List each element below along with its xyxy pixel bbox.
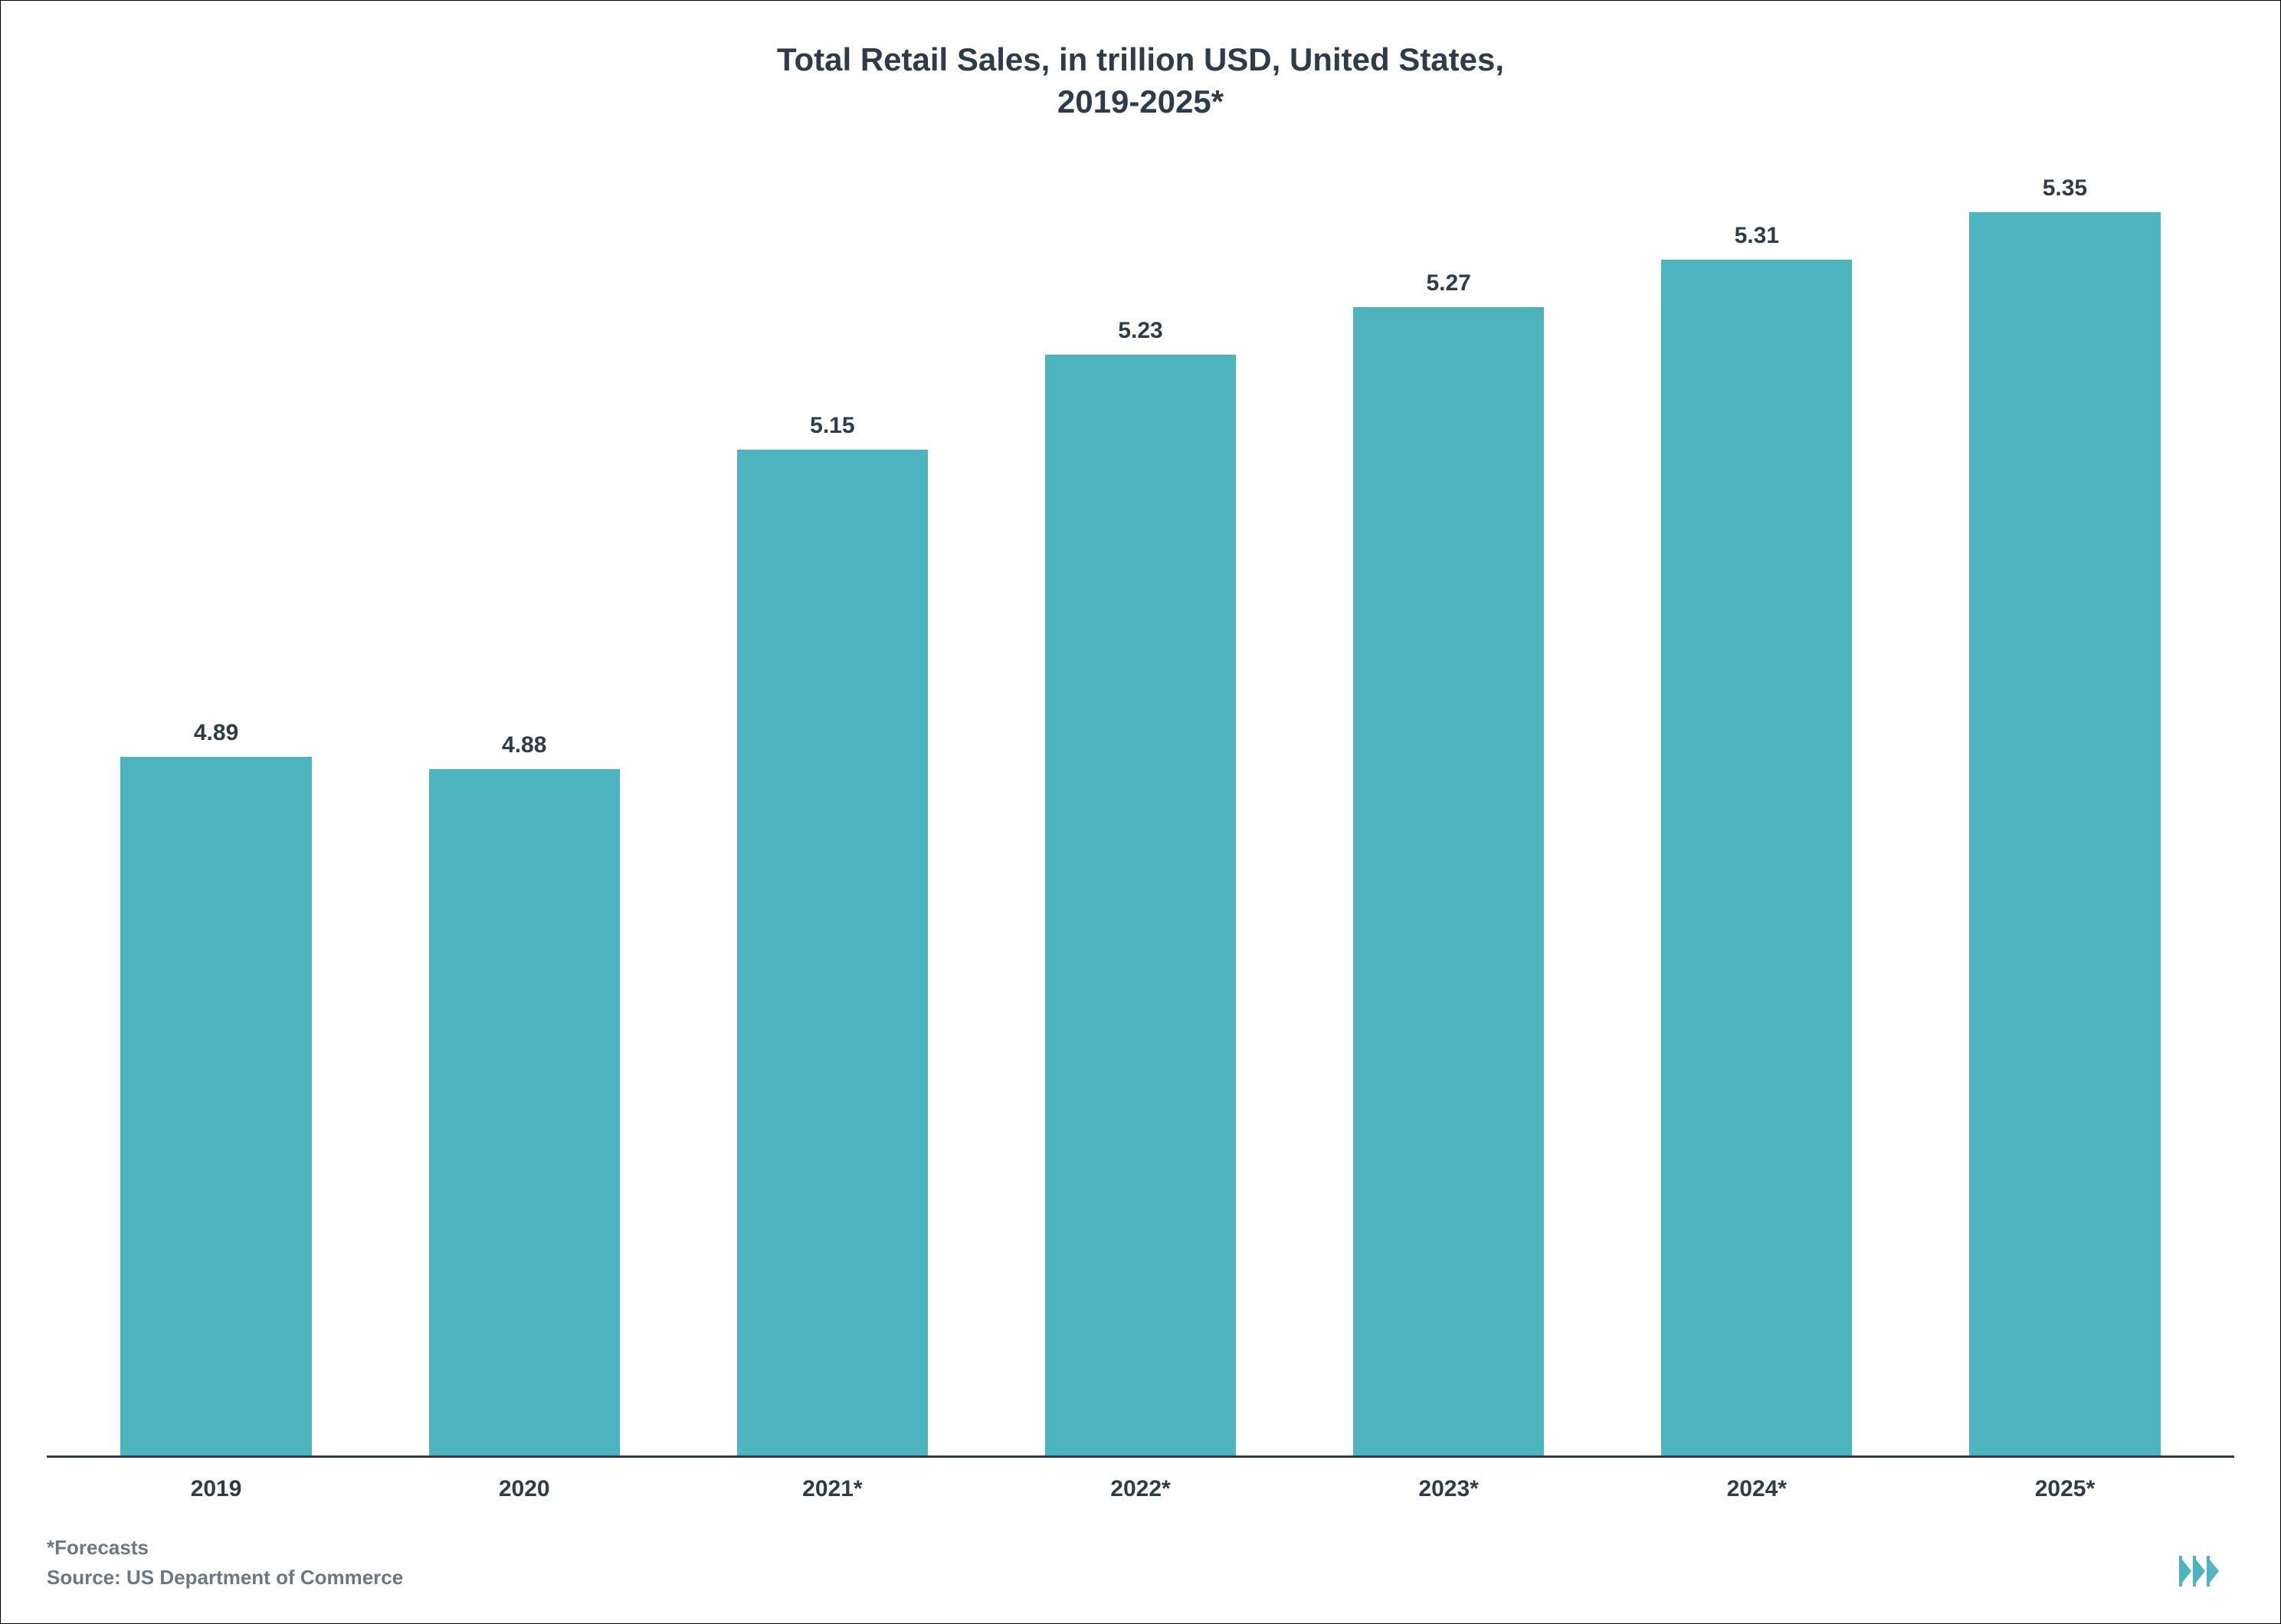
bar-value-label: 4.89 bbox=[194, 720, 238, 746]
bar bbox=[737, 450, 928, 1455]
footer-forecast-note: *Forecasts bbox=[47, 1533, 2234, 1563]
bar bbox=[120, 757, 311, 1455]
bar bbox=[1045, 355, 1236, 1455]
bar bbox=[1353, 307, 1544, 1455]
footer-source: Source: US Department of Commerce bbox=[47, 1563, 2234, 1593]
plot-area: 4.89 4.88 5.15 5.23 5.27 5.31 5.35 bbox=[47, 153, 2234, 1458]
chart-footer: *Forecasts Source: US Department of Comm… bbox=[47, 1533, 2234, 1593]
x-axis: 201920202021*2022*2023*2024*2025* bbox=[47, 1476, 2234, 1502]
x-axis-label: 2022* bbox=[986, 1476, 1294, 1502]
bar-wrap: 5.23 bbox=[986, 153, 1294, 1455]
bar-value-label: 5.27 bbox=[1426, 270, 1470, 296]
chart-container: Total Retail Sales, in trillion USD, Uni… bbox=[0, 0, 2281, 1624]
bar-wrap: 4.88 bbox=[370, 153, 678, 1455]
bar-wrap: 5.31 bbox=[1603, 153, 1911, 1455]
x-axis-label: 2024* bbox=[1603, 1476, 1911, 1502]
bar-value-label: 5.23 bbox=[1118, 318, 1162, 344]
bar-wrap: 4.89 bbox=[62, 153, 370, 1455]
bar-wrap: 5.15 bbox=[678, 153, 986, 1455]
bar bbox=[1661, 260, 1852, 1455]
x-axis-label: 2020 bbox=[370, 1476, 678, 1502]
brand-logo-icon bbox=[2173, 1550, 2234, 1593]
bar-value-label: 5.35 bbox=[2043, 175, 2087, 201]
x-axis-label: 2023* bbox=[1295, 1476, 1603, 1502]
chart-title: Total Retail Sales, in trillion USD, Uni… bbox=[47, 39, 2234, 123]
bar-wrap: 5.35 bbox=[1911, 153, 2219, 1455]
x-axis-label: 2025* bbox=[1911, 1476, 2219, 1502]
bar-value-label: 5.31 bbox=[1735, 223, 1779, 249]
bar-wrap: 5.27 bbox=[1295, 153, 1603, 1455]
x-axis-label: 2021* bbox=[678, 1476, 986, 1502]
bar bbox=[1969, 212, 2160, 1455]
x-axis-label: 2019 bbox=[62, 1476, 370, 1502]
bar bbox=[429, 769, 620, 1455]
bar-value-label: 5.15 bbox=[810, 413, 854, 439]
bar-value-label: 4.88 bbox=[502, 732, 546, 758]
